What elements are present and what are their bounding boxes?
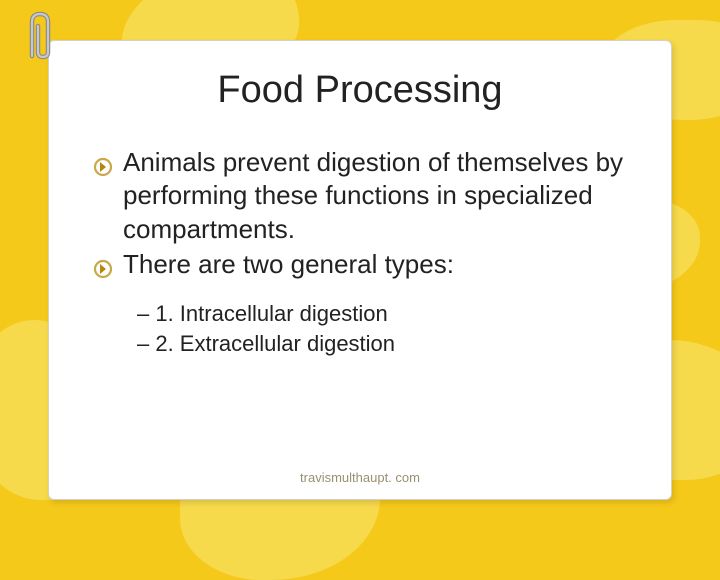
sub-bullets: – 1. Intracellular digestion – 2. Extrac… xyxy=(93,299,627,358)
bullet-text: There are two general types: xyxy=(123,249,454,279)
sub-item: – 2. Extracellular digestion xyxy=(137,329,627,359)
paperclip-icon xyxy=(18,8,64,73)
bullet-text: Animals prevent digestion of themselves … xyxy=(123,147,623,244)
arrow-bullet-icon xyxy=(93,254,113,287)
slide-title: Food Processing xyxy=(93,69,627,112)
footer-text: travismulthaupt. com xyxy=(49,470,671,485)
bullet-item: There are two general types: xyxy=(93,248,627,281)
bullet-item: Animals prevent digestion of themselves … xyxy=(93,146,627,246)
arrow-bullet-icon xyxy=(93,152,113,185)
main-bullets: Animals prevent digestion of themselves … xyxy=(93,146,627,281)
sub-item: – 1. Intracellular digestion xyxy=(137,299,627,329)
slide-card: Food Processing Animals prevent digestio… xyxy=(48,40,672,500)
